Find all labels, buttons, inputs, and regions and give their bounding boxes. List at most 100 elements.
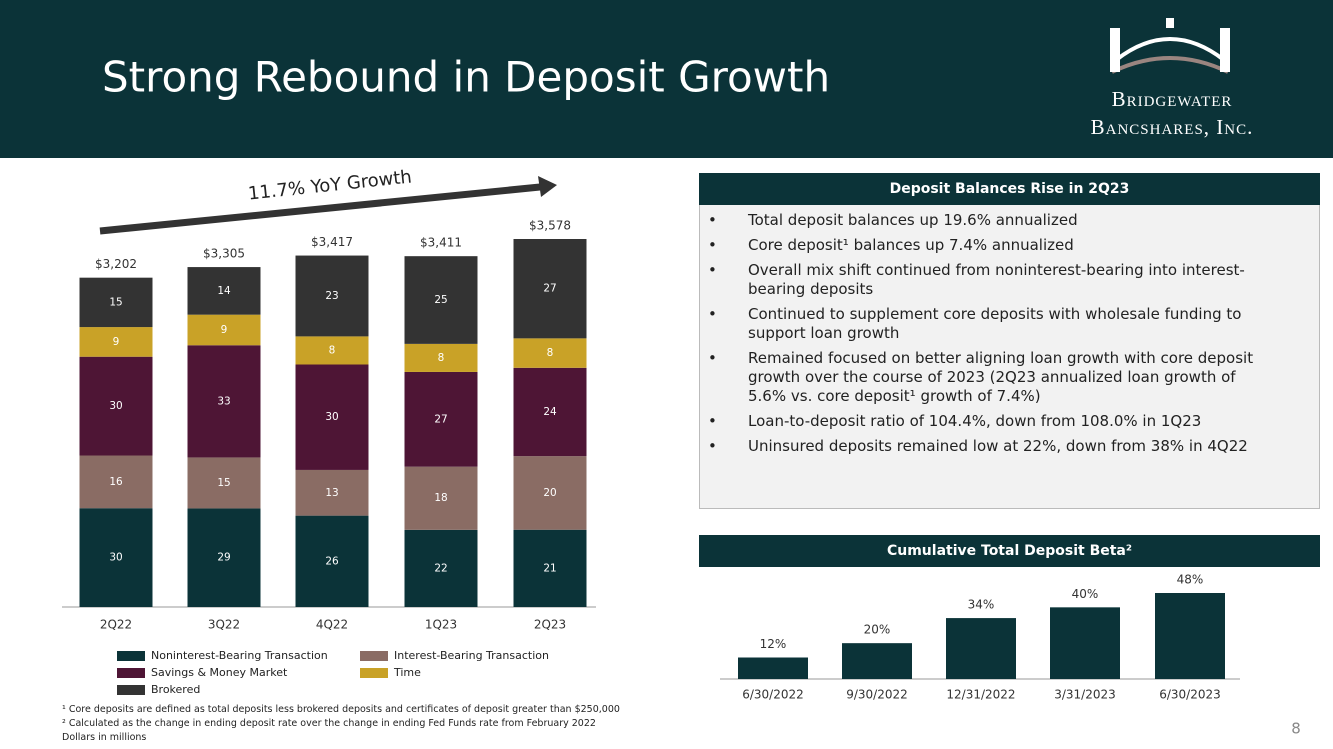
- bar-segment: [404, 466, 478, 530]
- segment-label: 25: [434, 294, 447, 306]
- value-label: 12%: [760, 637, 787, 651]
- segment-label: 29: [217, 552, 230, 564]
- segment-label: 15: [217, 477, 230, 489]
- segment-label: 18: [434, 492, 447, 504]
- x-tick-label: 3/31/2023: [1054, 688, 1116, 702]
- bar-segment: [404, 371, 478, 467]
- bar-segment: [79, 356, 153, 456]
- segment-label: 22: [434, 562, 447, 574]
- bar-segment: [404, 256, 478, 344]
- value-label: 20%: [864, 623, 891, 637]
- segment-label: 8: [329, 344, 336, 356]
- value-label: 48%: [1177, 573, 1204, 587]
- total-label: $3,202: [95, 257, 137, 271]
- segment-label: 27: [434, 413, 447, 425]
- bar-segment: [404, 343, 478, 372]
- bar-segment: [295, 515, 369, 607]
- bar: [946, 618, 1016, 679]
- bullet: Uninsured deposits remained low at 22%, …: [708, 437, 1319, 456]
- bar-segment: [79, 277, 153, 328]
- bar-segment: [187, 314, 261, 346]
- legend-label: Brokered: [151, 683, 200, 696]
- growth-arrow: [99, 183, 541, 235]
- x-tick-label: 3Q22: [208, 618, 240, 632]
- bar-segment: [187, 508, 261, 607]
- legend-label: Savings & Money Market: [151, 666, 288, 679]
- bullet: Continued to supplement core deposits wi…: [708, 305, 1319, 343]
- segment-label: 30: [109, 400, 122, 412]
- footnote: Dollars in millions: [62, 732, 147, 743]
- segment-label: 16: [109, 476, 123, 488]
- bullet: Overall mix shift continued from noninte…: [708, 261, 1319, 299]
- bar-segment: [187, 457, 261, 509]
- legend-swatch: [117, 651, 145, 661]
- logo-text: Bridgewater: [1112, 87, 1233, 111]
- x-tick-label: 6/30/2022: [742, 688, 804, 702]
- header-band: [0, 0, 1333, 158]
- bar-segment: [513, 367, 587, 457]
- value-label: 34%: [968, 598, 995, 612]
- segment-label: 21: [543, 562, 556, 574]
- x-tick-label: 9/30/2022: [846, 688, 908, 702]
- bullet-list: Total deposit balances up 19.6% annualiz…: [700, 211, 1319, 456]
- panel-header: Deposit Balances Rise in 2Q23: [699, 173, 1320, 205]
- page-number: 8: [1291, 720, 1301, 738]
- x-tick-label: 4Q22: [316, 618, 348, 632]
- legend-label: Interest-Bearing Transaction: [394, 649, 549, 662]
- segment-label: 13: [325, 487, 338, 499]
- segment-label: 24: [543, 406, 557, 418]
- footnote: ² Calculated as the change in ending dep…: [62, 718, 596, 729]
- bar-segment: [513, 456, 587, 530]
- x-tick-label: 12/31/2022: [946, 688, 1015, 702]
- segment-label: 30: [109, 552, 122, 564]
- x-tick-label: 2Q23: [534, 618, 566, 632]
- bullet: Loan-to-deposit ratio of 104.4%, down fr…: [708, 412, 1319, 431]
- bar-segment: [513, 529, 587, 607]
- segment-label: 8: [547, 347, 554, 359]
- segment-label: 8: [438, 352, 445, 364]
- bar-segment: [295, 469, 369, 516]
- segment-label: 27: [543, 283, 556, 295]
- total-label: $3,417: [311, 235, 353, 249]
- bar-segment: [295, 255, 369, 337]
- bar-segment: [295, 336, 369, 365]
- bar-segment: [79, 327, 153, 357]
- bar-segment: [513, 338, 587, 368]
- x-tick-label: 6/30/2023: [1159, 688, 1221, 702]
- segment-label: 20: [543, 487, 556, 499]
- bar: [842, 643, 912, 679]
- bar-segment: [187, 345, 261, 458]
- bar-segment: [295, 364, 369, 470]
- bar: [1050, 607, 1120, 679]
- legend-label: Time: [393, 666, 421, 679]
- segment-label: 14: [217, 285, 231, 297]
- bullet: Total deposit balances up 19.6% annualiz…: [708, 211, 1319, 230]
- segment-label: 26: [325, 555, 339, 567]
- total-label: $3,305: [203, 247, 245, 261]
- growth-arrowhead: [538, 176, 557, 197]
- slide-title: Strong Rebound in Deposit Growth: [102, 53, 830, 102]
- x-tick-label: 1Q23: [425, 618, 457, 632]
- chart-header: Cumulative Total Deposit Beta²: [699, 535, 1320, 567]
- panel-body: Total deposit balances up 19.6% annualiz…: [699, 205, 1320, 509]
- legend-swatch: [360, 668, 388, 678]
- segment-label: 9: [221, 324, 228, 336]
- legend-swatch: [117, 668, 145, 678]
- segment-label: 30: [325, 411, 338, 423]
- segment-label: 9: [113, 336, 120, 348]
- segment-label: 23: [325, 290, 338, 302]
- bar-segment: [513, 239, 587, 339]
- segment-label: 15: [109, 296, 122, 308]
- bar-segment: [79, 508, 153, 607]
- legend-label: Noninterest-Bearing Transaction: [151, 649, 328, 662]
- legend-swatch: [117, 685, 145, 695]
- logo-text: Bancshares, Inc.: [1091, 115, 1254, 139]
- bullet: Remained focused on better aligning loan…: [708, 349, 1319, 406]
- total-label: $3,578: [529, 219, 571, 233]
- footnote: ¹ Core deposits are defined as total dep…: [62, 704, 620, 715]
- bar-segment: [79, 455, 153, 509]
- bar: [738, 657, 808, 679]
- bar-segment: [404, 529, 478, 607]
